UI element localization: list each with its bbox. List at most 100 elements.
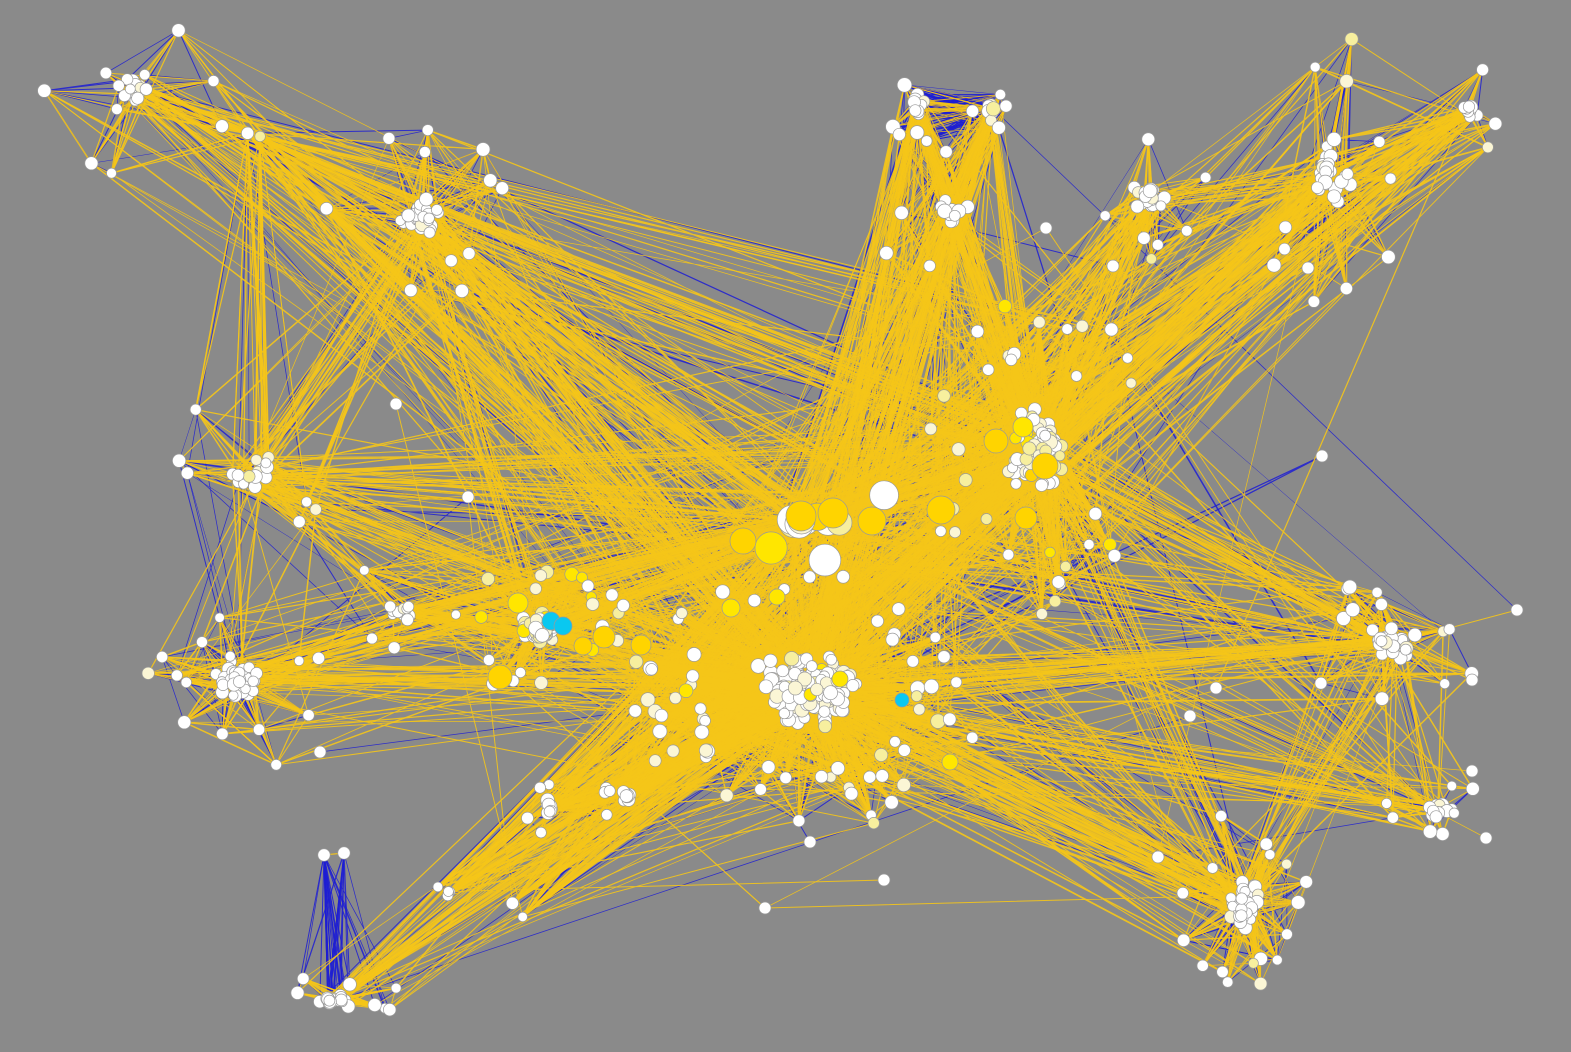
graph-node[interactable] (891, 602, 906, 616)
graph-node[interactable] (1311, 181, 1324, 194)
graph-node[interactable] (535, 628, 550, 643)
graph-node[interactable] (387, 641, 401, 655)
graph-node[interactable] (1309, 61, 1321, 73)
graph-node[interactable] (1465, 673, 1479, 687)
graph-node[interactable] (444, 254, 458, 268)
graph-node[interactable] (601, 809, 613, 821)
graph-node[interactable] (758, 901, 772, 915)
graph-node-hub[interactable] (592, 625, 616, 649)
graph-node[interactable] (1266, 257, 1282, 273)
graph-node[interactable] (312, 651, 326, 665)
graph-node[interactable] (929, 631, 941, 644)
graph-node[interactable] (156, 650, 169, 664)
graph-node[interactable] (1344, 32, 1359, 47)
graph-node[interactable] (543, 805, 556, 818)
graph-node[interactable] (252, 723, 266, 736)
graph-node[interactable] (1479, 831, 1493, 845)
graph-node[interactable] (401, 613, 414, 627)
graph-node[interactable] (1145, 253, 1157, 265)
graph-node[interactable] (141, 666, 155, 680)
graph-node[interactable] (1281, 858, 1292, 870)
graph-node[interactable] (761, 760, 776, 775)
graph-node[interactable] (389, 397, 403, 411)
graph-node[interactable] (196, 636, 208, 649)
graph-node[interactable] (1125, 377, 1137, 389)
graph-node[interactable] (1130, 199, 1145, 214)
graph-node-hub[interactable] (817, 497, 849, 529)
graph-node[interactable] (514, 666, 527, 679)
graph-node[interactable] (337, 846, 351, 860)
graph-node[interactable] (1381, 797, 1393, 809)
graph-node[interactable] (787, 680, 803, 696)
graph-node[interactable] (1151, 850, 1165, 864)
graph-node[interactable] (818, 719, 832, 734)
graph-node[interactable] (923, 678, 940, 695)
graph-node-hub[interactable] (768, 588, 786, 606)
graph-node[interactable] (1199, 171, 1212, 184)
graph-node[interactable] (1488, 116, 1503, 131)
graph-node[interactable] (1341, 167, 1354, 181)
graph-node[interactable] (994, 88, 1007, 101)
graph-node-hub[interactable] (1012, 416, 1034, 438)
graph-node[interactable] (482, 654, 495, 666)
graph-node[interactable] (1235, 909, 1248, 922)
graph-node[interactable] (884, 795, 899, 810)
graph-node[interactable] (309, 503, 322, 516)
graph-node[interactable] (1375, 635, 1388, 647)
graph-node[interactable] (958, 473, 973, 487)
graph-node[interactable] (313, 745, 327, 759)
graph-node[interactable] (1314, 676, 1328, 690)
graph-node[interactable] (874, 748, 889, 762)
graph-node[interactable] (1281, 928, 1293, 941)
graph-node[interactable] (1339, 281, 1353, 296)
graph-node[interactable] (171, 23, 186, 38)
graph-node[interactable] (686, 669, 700, 683)
graph-node[interactable] (461, 490, 475, 504)
graph-node[interactable] (111, 103, 123, 115)
graph-node[interactable] (84, 156, 99, 171)
graph-node-hub[interactable] (630, 634, 652, 656)
graph-node[interactable] (475, 142, 491, 157)
graph-node[interactable] (1462, 100, 1476, 113)
graph-node[interactable] (207, 75, 220, 87)
graph-node[interactable] (131, 91, 145, 105)
graph-node[interactable] (805, 660, 818, 672)
graph-node[interactable] (1196, 959, 1209, 972)
graph-node[interactable] (1465, 781, 1480, 796)
graph-node[interactable] (951, 442, 966, 457)
graph-node[interactable] (139, 69, 151, 81)
graph-node[interactable] (474, 610, 488, 624)
graph-node[interactable] (1336, 611, 1351, 626)
graph-node[interactable] (1142, 183, 1158, 199)
graph-node[interactable] (930, 713, 946, 729)
graph-node[interactable] (1510, 603, 1524, 617)
graph-node[interactable] (694, 702, 707, 715)
graph-node[interactable] (423, 226, 436, 239)
graph-node[interactable] (241, 126, 255, 140)
graph-node[interactable] (844, 786, 859, 801)
graph-node[interactable] (823, 685, 838, 701)
graph-node[interactable] (366, 632, 378, 645)
graph-node[interactable] (906, 655, 920, 668)
graph-node[interactable] (982, 363, 995, 376)
graph-node[interactable] (247, 675, 259, 687)
graph-node-hub[interactable] (729, 527, 757, 555)
graph-node[interactable] (1075, 319, 1089, 333)
graph-node[interactable] (863, 770, 877, 784)
graph-node[interactable] (418, 146, 431, 158)
graph-node[interactable] (292, 515, 306, 529)
graph-node[interactable] (699, 715, 711, 727)
graph-node-hub[interactable] (926, 495, 956, 525)
graph-node[interactable] (215, 119, 229, 134)
graph-node[interactable] (645, 663, 658, 676)
graph-node-hub[interactable] (831, 670, 849, 688)
graph-node[interactable] (1259, 837, 1273, 851)
graph-node[interactable] (1482, 141, 1494, 154)
graph-node[interactable] (814, 770, 829, 784)
graph-node[interactable] (214, 612, 225, 623)
graph-node[interactable] (1181, 225, 1193, 237)
graph-node[interactable] (985, 101, 1001, 117)
graph-node[interactable] (1022, 441, 1037, 456)
graph-node[interactable] (483, 173, 498, 188)
graph-node[interactable] (390, 982, 402, 994)
